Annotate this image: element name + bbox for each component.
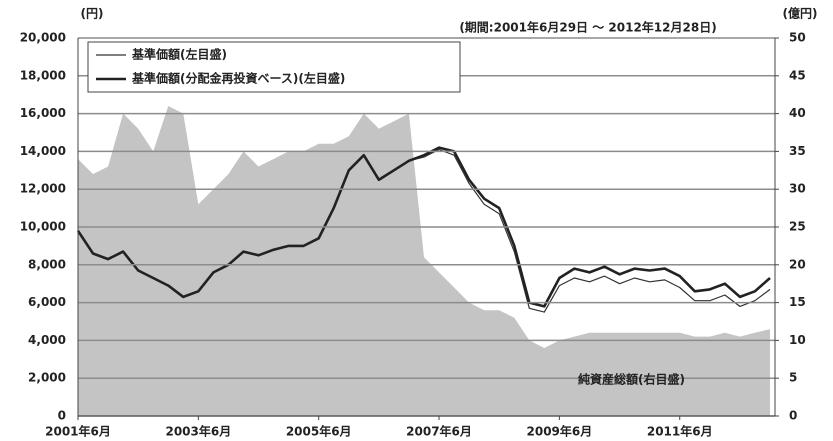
y-tick-label: 10,000 xyxy=(20,220,66,234)
x-tick-label: 2001年6月 xyxy=(45,424,111,439)
area xyxy=(78,106,770,416)
period: (期間:2001年6月29日 ～ 2012年12月28日) xyxy=(459,20,716,35)
plot xyxy=(78,106,770,416)
y2-tick-label: 35 xyxy=(789,144,806,158)
y2-tick-label: 20 xyxy=(789,257,806,271)
y-tick-label: 14,000 xyxy=(20,144,66,158)
y-tick-label: 6,000 xyxy=(28,295,66,309)
y2-tick-label: 50 xyxy=(789,31,806,45)
x-tick-label: 2003年6月 xyxy=(165,424,231,439)
y2-tick-label: 30 xyxy=(789,182,806,196)
legend-label: 基準価額(分配金再投資ベース)(左目盛) xyxy=(131,71,345,86)
x-tick-label: 2009年6月 xyxy=(527,424,593,439)
y-tick-label: 18,000 xyxy=(20,68,66,82)
y2-tick-label: 10 xyxy=(789,333,806,347)
y2-tick-label: 5 xyxy=(789,371,797,385)
x-tick-label: 2007年6月 xyxy=(406,424,472,439)
legend-box xyxy=(87,41,461,93)
left-unit: (円) xyxy=(81,7,104,21)
x-tick-label: 2005年6月 xyxy=(286,424,352,439)
y-tick-label: 12,000 xyxy=(20,182,66,196)
overlay: 0 2,000 4,000 6,000 8,000 10,000 12,000 14,000 1… xyxy=(20,31,806,439)
y2-tick-label: 45 xyxy=(789,68,806,82)
y-tick-label: 20,000 xyxy=(20,31,66,45)
y2-tick-label: 15 xyxy=(789,295,806,309)
y2-tick-label: 40 xyxy=(789,106,806,120)
y2-tick-label: 25 xyxy=(789,220,806,234)
line xyxy=(76,146,771,308)
y2-tick-label: 0 xyxy=(789,409,797,423)
y-tick-label: 2,000 xyxy=(28,371,66,385)
x-tick-label: 2011年6月 xyxy=(647,424,713,439)
y-tick-label: 4,000 xyxy=(28,333,66,347)
y-tick-label: 16,000 xyxy=(20,106,66,120)
annotation: 純資産総額(右目盛) xyxy=(578,372,685,387)
legend-label: 基準価額(左目盛) xyxy=(131,47,227,62)
y-tick-label: 0 xyxy=(58,409,66,423)
y-tick-label: 8,000 xyxy=(28,257,66,271)
right-unit: (億円) xyxy=(783,6,818,21)
